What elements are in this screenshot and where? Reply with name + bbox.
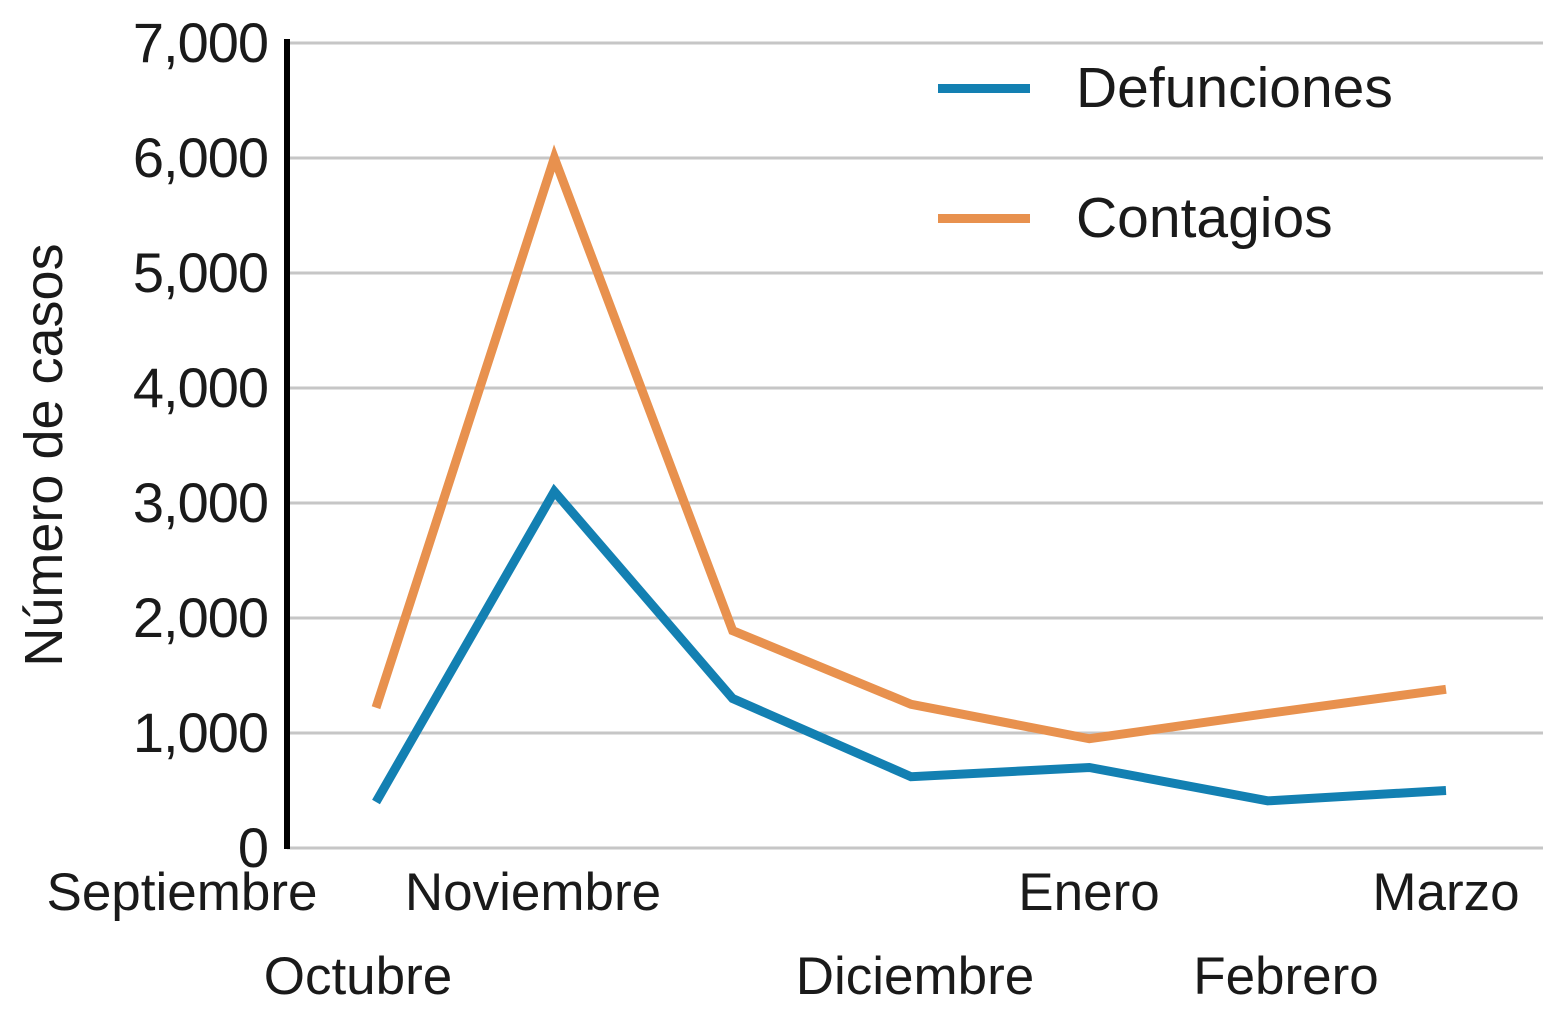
legend-label-defunciones: Defunciones [1076, 56, 1393, 120]
y-tick-label: 3,000 [132, 471, 269, 534]
y-tick-label: 0 [237, 816, 269, 879]
x-tick-label-febrero: Febrero [1193, 947, 1379, 1006]
x-tick-label-octubre: Octubre [263, 947, 453, 1006]
y-tick-label: 5,000 [132, 241, 269, 304]
legend-item-defunciones: Defunciones [938, 52, 1393, 124]
defunciones-line-swatch [938, 83, 1030, 93]
y-tick-label: 2,000 [132, 586, 269, 649]
x-tick-label-marzo: Marzo [1372, 863, 1520, 922]
legend: Defunciones Contagios [938, 52, 1393, 254]
y-tick-label: 7,000 [132, 11, 269, 74]
x-tick-label-diciembre: Diciembre [795, 947, 1035, 1006]
y-tick-label: 4,000 [132, 356, 269, 419]
y-tick-label: 6,000 [132, 126, 269, 189]
x-tick-label-enero: Enero [1018, 863, 1160, 922]
legend-item-contagios: Contagios [938, 182, 1393, 254]
contagios-line-swatch [938, 213, 1030, 223]
x-tick-label-noviembre: Noviembre [404, 863, 662, 922]
y-tick-label: 1,000 [132, 701, 269, 764]
x-tick-label-septiembre: Septiembre [46, 863, 318, 922]
legend-label-contagios: Contagios [1076, 186, 1333, 250]
